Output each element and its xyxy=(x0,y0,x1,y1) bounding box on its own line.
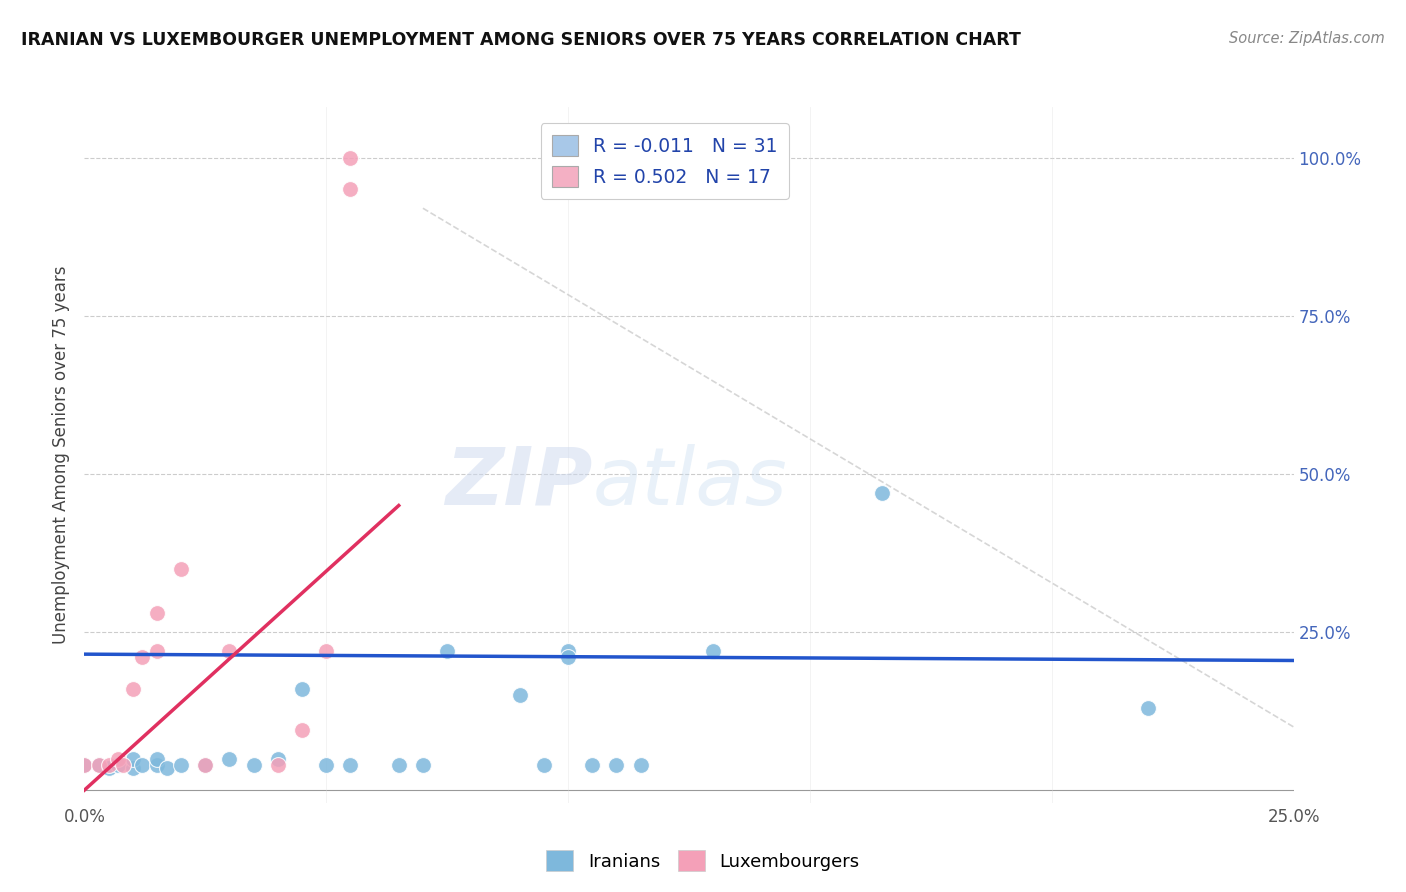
Point xyxy=(291,723,314,737)
Point xyxy=(131,757,153,772)
Point xyxy=(388,757,411,772)
Text: Source: ZipAtlas.com: Source: ZipAtlas.com xyxy=(1229,31,1385,46)
Point xyxy=(218,644,240,658)
Text: ZIP: ZIP xyxy=(444,443,592,522)
Point xyxy=(605,757,627,772)
Point xyxy=(436,644,458,658)
Point xyxy=(107,751,129,765)
Point xyxy=(73,757,96,772)
Y-axis label: Unemployment Among Seniors over 75 years: Unemployment Among Seniors over 75 years xyxy=(52,266,70,644)
Point xyxy=(146,606,169,620)
Point xyxy=(267,757,290,772)
Point xyxy=(112,757,135,772)
Point xyxy=(315,644,337,658)
Point xyxy=(97,757,120,772)
Point xyxy=(339,151,361,165)
Point xyxy=(87,757,110,772)
Point xyxy=(170,757,193,772)
Point xyxy=(194,757,217,772)
Point xyxy=(557,644,579,658)
Text: IRANIAN VS LUXEMBOURGER UNEMPLOYMENT AMONG SENIORS OVER 75 YEARS CORRELATION CHA: IRANIAN VS LUXEMBOURGER UNEMPLOYMENT AMO… xyxy=(21,31,1021,49)
Point xyxy=(267,751,290,765)
Point xyxy=(872,486,894,500)
Point xyxy=(97,761,120,775)
Point xyxy=(533,757,555,772)
Point xyxy=(155,761,177,775)
Point xyxy=(121,681,143,696)
Point xyxy=(242,757,264,772)
Point xyxy=(339,757,361,772)
Text: atlas: atlas xyxy=(592,443,787,522)
Point xyxy=(291,681,314,696)
Point xyxy=(218,751,240,765)
Legend: Iranians, Luxembourgers: Iranians, Luxembourgers xyxy=(538,843,868,879)
Point xyxy=(146,757,169,772)
Point xyxy=(73,757,96,772)
Point xyxy=(581,757,603,772)
Point xyxy=(557,650,579,665)
Point xyxy=(146,644,169,658)
Point xyxy=(107,757,129,772)
Point xyxy=(412,757,434,772)
Point xyxy=(121,751,143,765)
Point xyxy=(315,757,337,772)
Point xyxy=(131,650,153,665)
Point xyxy=(170,562,193,576)
Point xyxy=(509,688,531,702)
Legend: R = -0.011   N = 31, R = 0.502   N = 17: R = -0.011 N = 31, R = 0.502 N = 17 xyxy=(541,123,789,199)
Point xyxy=(630,757,652,772)
Point xyxy=(339,182,361,196)
Point xyxy=(121,761,143,775)
Point xyxy=(702,644,724,658)
Point xyxy=(1137,701,1160,715)
Point xyxy=(146,751,169,765)
Point xyxy=(87,757,110,772)
Point xyxy=(194,757,217,772)
